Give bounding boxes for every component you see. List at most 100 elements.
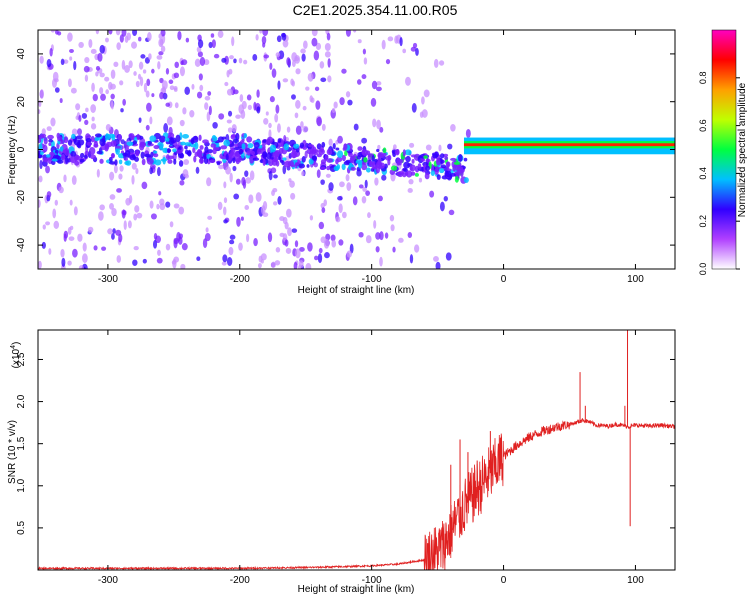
heatmap-signal-cell: [198, 158, 204, 164]
heatmap-noise-cell: [191, 83, 195, 90]
heatmap-noise-cell: [275, 52, 281, 58]
heatmap-noise-cell: [173, 256, 180, 263]
heatmap-noise-cell: [131, 41, 138, 49]
heatmap-noise-cell: [361, 195, 367, 204]
heatmap-noise-cell: [212, 121, 218, 129]
heatmap-signal-cell: [38, 137, 42, 144]
heatmap-noise-cell: [149, 116, 153, 125]
heatmap-noise-cell: [224, 55, 229, 65]
heatmap-noise-cell: [104, 37, 109, 43]
heatmap-signal-cell: [389, 169, 396, 175]
heatmap-signal-cell: [403, 161, 410, 169]
heatmap-noise-cell: [402, 48, 407, 54]
heatmap-signal-cell: [326, 148, 333, 156]
heatmap-signal-cell: [147, 140, 153, 145]
heatmap-noise-cell: [324, 51, 331, 58]
heatmap-noise-cell: [337, 196, 343, 201]
heatmap-noise-cell: [99, 44, 105, 54]
heatmap-signal-cell: [90, 135, 95, 143]
heatmap-noise-cell: [246, 233, 250, 243]
heatmap-noise-cell: [113, 164, 118, 174]
heatmap-noise-cell: [52, 208, 57, 219]
heatmap-noise-cell: [298, 247, 305, 252]
heatmap-noise-cell: [253, 101, 257, 111]
heatmap-noise-cell: [365, 190, 371, 196]
heatmap-signal-cell: [45, 154, 51, 158]
heatmap-noise-cell: [241, 176, 246, 186]
heatmap-noise-cell: [309, 95, 313, 103]
heatmap-signal-cell: [438, 167, 445, 174]
heatmap-noise-cell: [50, 117, 56, 127]
heatmap-noise-cell: [263, 54, 270, 59]
heatmap-noise-cell: [71, 175, 77, 186]
heatmap-signal-cell: [108, 133, 116, 139]
colorbar-tick-label: 0.0: [698, 263, 708, 276]
heatmap-noise-cell: [268, 122, 272, 129]
heatmap-noise-cell: [78, 114, 82, 122]
heatmap-noise-cell: [339, 181, 345, 188]
heatmap-noise-cell: [116, 42, 121, 51]
heatmap-signal-cell: [216, 161, 221, 166]
heatmap-noise-cell: [115, 30, 121, 36]
heatmap-signal-cell: [371, 154, 375, 162]
heatmap-signal-cell: [277, 156, 282, 161]
heatmap-noise-cell: [78, 265, 84, 269]
heatmap-signal-cell: [321, 141, 326, 148]
colorbar-gradient: [711, 29, 737, 270]
heatmap-noise-cell: [205, 227, 209, 233]
heatmap-noise-cell: [346, 250, 352, 258]
heatmap-signal-cell: [193, 155, 197, 163]
heatmap-noise-cell: [301, 53, 306, 62]
heatmap-noise-cell: [231, 124, 237, 133]
heatmap-noise-cell: [147, 32, 152, 42]
heatmap-noise-cell: [225, 166, 231, 175]
heatmap-noise-cell: [249, 170, 255, 181]
heatmap-noise-cell: [313, 50, 320, 61]
heatmap-signal-cell: [194, 142, 199, 150]
heatmap-signal-cell: [396, 170, 404, 178]
heatmap-noise-cell: [333, 101, 338, 109]
heatmap-noise-cell: [151, 68, 155, 74]
heatmap-noise-cell: [95, 30, 100, 35]
heatmap-noise-cell: [124, 65, 130, 73]
heatmap-noise-cell: [438, 60, 445, 66]
heatmap-noise-cell: [143, 82, 148, 93]
heatmap-noise-cell: [159, 92, 164, 100]
heatmap-signal-cell: [436, 174, 441, 180]
heatmap-noise-cell: [109, 203, 114, 210]
heatmap-noise-cell: [148, 53, 152, 60]
heatmap-noise-cell: [409, 142, 415, 148]
heatmap-noise-cell: [69, 48, 74, 53]
heatmap-noise-cell: [165, 243, 171, 251]
heatmap-noise-cell: [357, 39, 362, 44]
heatmap-signal-cell: [199, 145, 204, 150]
heatmap-signal-cell: [115, 145, 121, 149]
heatmap-noise-cell: [347, 99, 353, 106]
heatmap-noise-cell: [252, 54, 258, 61]
heatmap-noise-cell: [217, 30, 224, 38]
heatmap-signal-cell: [253, 141, 260, 149]
heatmap-signal-cell: [293, 143, 300, 149]
heatmap-noise-cell: [226, 257, 233, 266]
heatmap-signal-cell: [306, 164, 310, 168]
heatmap-noise-cell: [95, 71, 99, 77]
heatmap-noise-cell: [376, 81, 382, 86]
heatmap-signal-cell: [246, 136, 253, 143]
heatmap-noise-cell: [291, 228, 298, 233]
heatmap-noise-cell: [279, 216, 285, 222]
heatmap-noise-cell: [325, 233, 331, 241]
heatmap-noise-cell: [235, 178, 241, 185]
heatmap-noise-cell: [390, 224, 395, 232]
heatmap-noise-cell: [295, 99, 301, 109]
heatmap-signal-cell: [430, 170, 436, 176]
heatmap-signal-cell: [89, 154, 97, 160]
heatmap-noise-cell: [177, 30, 182, 41]
heatmap-signal-cell: [220, 145, 228, 150]
heatmap-signal-cell: [396, 157, 401, 166]
heatmap-signal-cell: [445, 170, 452, 178]
heatmap-noise-cell: [155, 235, 161, 244]
heatmap-noise-cell: [384, 232, 389, 239]
heatmap-noise-cell: [108, 81, 113, 91]
heatmap-noise-cell: [67, 32, 73, 42]
